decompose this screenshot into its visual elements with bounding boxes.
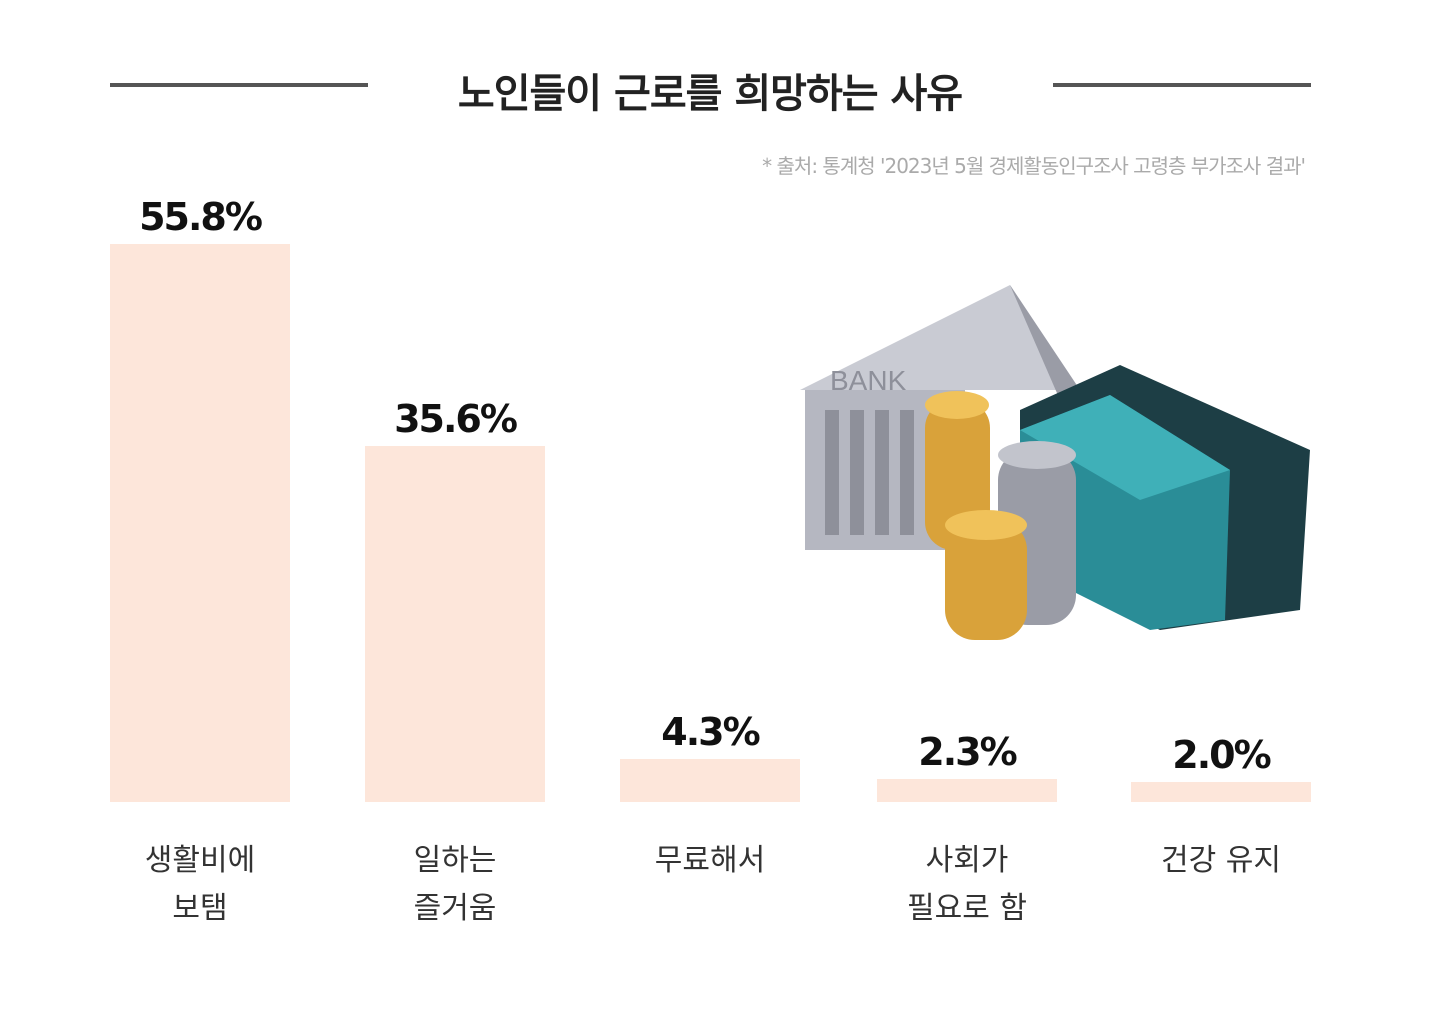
bank-money-illustration: BANK <box>800 285 1310 640</box>
category-label: 보탬 <box>172 891 227 926</box>
chart-title: 노인들이 근로를 희망하는 사유 <box>457 71 963 117</box>
value-label: 35.6% <box>394 397 517 441</box>
bar-1 <box>110 244 290 802</box>
bar-5 <box>1131 782 1311 802</box>
value-label: 2.3% <box>918 730 1016 774</box>
value-label: 55.8% <box>139 195 262 239</box>
bank-sign: BANK <box>830 365 907 396</box>
value-label: 2.0% <box>1172 733 1270 777</box>
title-rule-left <box>110 83 368 87</box>
title-area: 노인들이 근로를 희망하는 사유 <box>0 55 1440 117</box>
category-label: 필요로 함 <box>907 891 1027 926</box>
category-label: 무료해서 <box>655 843 765 878</box>
value-label: 4.3% <box>661 710 759 754</box>
category-label: 일하는 <box>414 843 497 878</box>
category-label: 건강 유지 <box>1161 843 1281 878</box>
category-label: 즐거움 <box>414 891 497 926</box>
bar-3 <box>620 759 800 802</box>
bar-2 <box>365 446 545 802</box>
category-label: 생활비에 <box>145 843 255 878</box>
source-note: * 출처: 통계청 '2023년 5월 경제활동인구조사 고령층 부가조사 결과… <box>762 154 1306 178</box>
bar-4 <box>877 779 1057 802</box>
category-label: 사회가 <box>926 843 1009 878</box>
title-rule-right <box>1053 83 1311 87</box>
